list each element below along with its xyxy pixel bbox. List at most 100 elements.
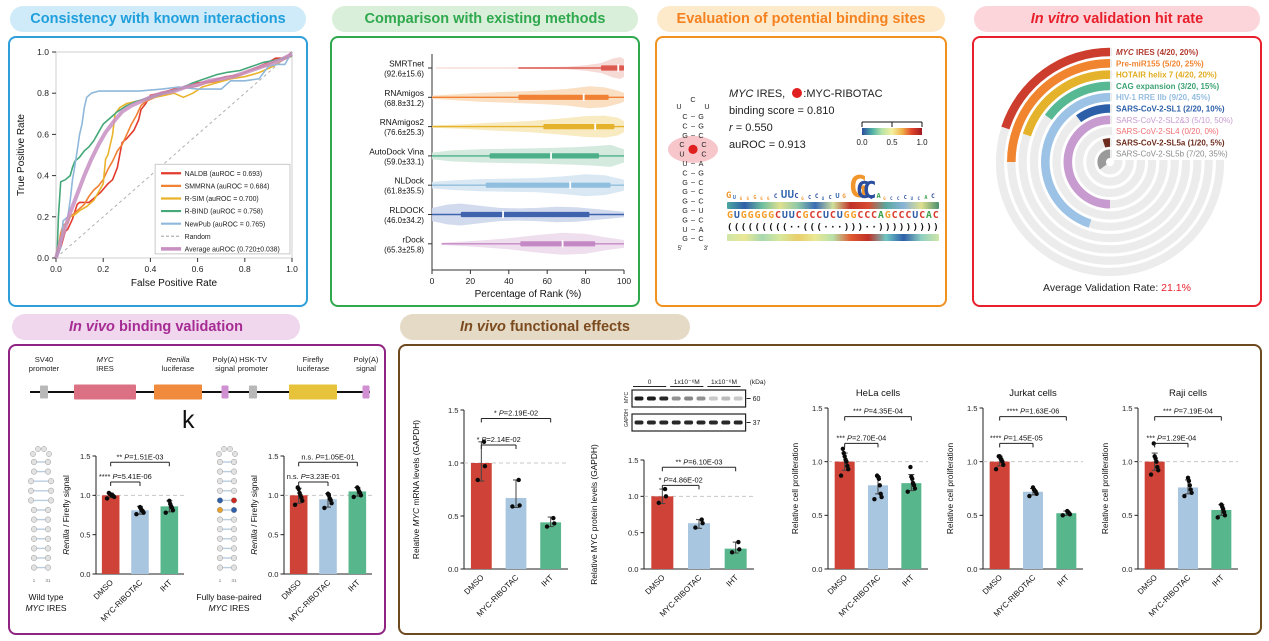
svg-text:IHT: IHT [1210,573,1226,589]
logo-letter: U [732,195,736,201]
svg-text:1.5: 1.5 [967,404,978,413]
bracket-char: ) [885,223,891,233]
logo-letter: G [753,195,757,201]
svg-text:C: C [701,140,706,149]
svg-text:rDock: rDock [402,234,425,244]
violin-row: NLDock(61.8±35.5) [384,174,624,197]
svg-text:0.0: 0.0 [37,253,49,263]
svg-text:Renilla / Firefly signal: Renilla / Firefly signal [249,475,259,555]
svg-text:U: U [682,159,687,168]
bracket-char: ( [782,223,788,233]
panel-title-italic: In vivo [459,319,506,335]
hit-rate-label: HOTAIR helix 7 (4/20, 20%) [1116,71,1217,80]
svg-text:0.2: 0.2 [37,212,49,222]
panel-title-italic: In vitro [1030,11,1080,27]
data-points [905,464,918,494]
stat-line: auROC = 0.913 [729,139,806,151]
svg-text:SV40: SV40 [35,355,54,364]
bar [348,491,367,574]
svg-text:–: – [691,177,695,186]
svg-text:False Positive Rate: False Positive Rate [131,278,218,289]
svg-text:0.5: 0.5 [80,530,91,539]
data-points [1060,508,1073,518]
svg-text:0.6: 0.6 [37,129,49,139]
sequence-letter: A [925,210,932,221]
svg-text:Renilla: Renilla [166,355,189,364]
logo-letter: G [801,195,804,201]
data-points [1148,441,1161,477]
svg-text:C: C [679,140,684,149]
svg-text:RNAmigos: RNAmigos [384,88,424,98]
svg-text:0.2: 0.2 [97,264,109,274]
svg-text:signal: signal [356,364,376,373]
sequence-letter: G [768,210,775,221]
svg-text:1x10⁻⁶M: 1x10⁻⁶M [711,379,737,386]
stat-line: binding score = 0.810 [729,105,835,117]
svg-text:80: 80 [581,276,591,286]
sequence-letter: C [857,210,864,221]
construct-element [74,384,136,400]
bar [1144,461,1165,569]
svg-text:(46.0±34.2): (46.0±34.2) [384,216,424,225]
svg-text:1: 1 [33,578,36,584]
panel-binding-sites: MYC IRES, :MYC-RIBOTAC binding score = 0… [655,36,947,307]
construct-element [40,385,48,399]
wildtype-hairpin: 1 31 [27,446,55,584]
logo-letter: U [780,188,788,202]
significance-label: *** P=4.35E-04 [853,407,903,416]
svg-text:C: C [690,95,695,104]
ligand-name: :MYC-RIBOTAC [803,88,883,100]
logo-letter: U [835,192,840,201]
hit-rate-arc [1102,138,1111,148]
svg-text:0.5: 0.5 [1122,511,1133,520]
svg-text:Percentage of Rank (%): Percentage of Rank (%) [475,289,582,300]
panel-invitro-hit-rate: MYC IRES (4/20, 20%) Pre-miR155 (5/20, 25… [972,36,1262,307]
bracket-char: ( [754,223,760,233]
bar [319,499,337,574]
sequence-letter: C [871,210,878,221]
logo-letter: C [773,193,778,201]
svg-text:True Positive Rate: True Positive Rate [16,114,27,196]
svg-text:U: U [698,206,703,215]
panel-header-binding-sites: Evaluation of potential binding sites [657,6,945,32]
svg-text:0.0: 0.0 [812,565,823,574]
sequence-letter: A [877,210,884,221]
svg-text:0.0: 0.0 [448,565,459,574]
sequence-letter: G [850,210,857,221]
bracket-char: ) [919,223,925,233]
bracket-char: ) [850,223,857,233]
significance-label: **** P=5.41E-06 [99,472,152,481]
svg-text:NLDock: NLDock [394,176,424,186]
svg-text:DMSO: DMSO [981,573,1004,596]
bar [834,461,855,569]
panel-title: functional effects [505,319,630,335]
svg-text:31: 31 [45,578,51,584]
bar [470,463,492,569]
sequence-letter: G [754,210,761,221]
svg-text:1.0: 1.0 [286,264,298,274]
svg-text:–: – [691,234,695,243]
svg-text:31: 31 [231,578,237,584]
svg-text:A: A [699,159,704,168]
svg-text:0.8: 0.8 [37,88,49,98]
logo-letter: G [842,193,846,201]
svg-text:U: U [682,225,687,234]
svg-text:signal: signal [215,364,235,373]
logo-letter: G [746,195,749,201]
svg-text:1: 1 [219,578,222,584]
basepaired-hairpin: 1 31 [216,446,238,584]
logo-letter: C [890,195,893,201]
svg-text:1x10⁻⁶M: 1x10⁻⁶M [674,379,700,386]
svg-text:–: – [691,121,695,130]
svg-text:0.5: 0.5 [268,530,279,539]
bar [131,510,149,574]
svg-text:U: U [679,150,684,159]
svg-text:Relative MYC mRNA levels (GAPD: Relative MYC mRNA levels (GAPDH) [411,420,421,559]
svg-text:G: G [682,206,688,215]
logo-letter: G [883,195,886,201]
binding-site-stats: MYC IRES, :MYC-RIBOTAC binding score = 0… [729,86,883,154]
svg-text:0.5: 0.5 [812,511,823,520]
svg-text:R-SIM (auROC = 0.700): R-SIM (auROC = 0.700) [185,196,259,203]
sequence-letter: G [761,210,768,221]
